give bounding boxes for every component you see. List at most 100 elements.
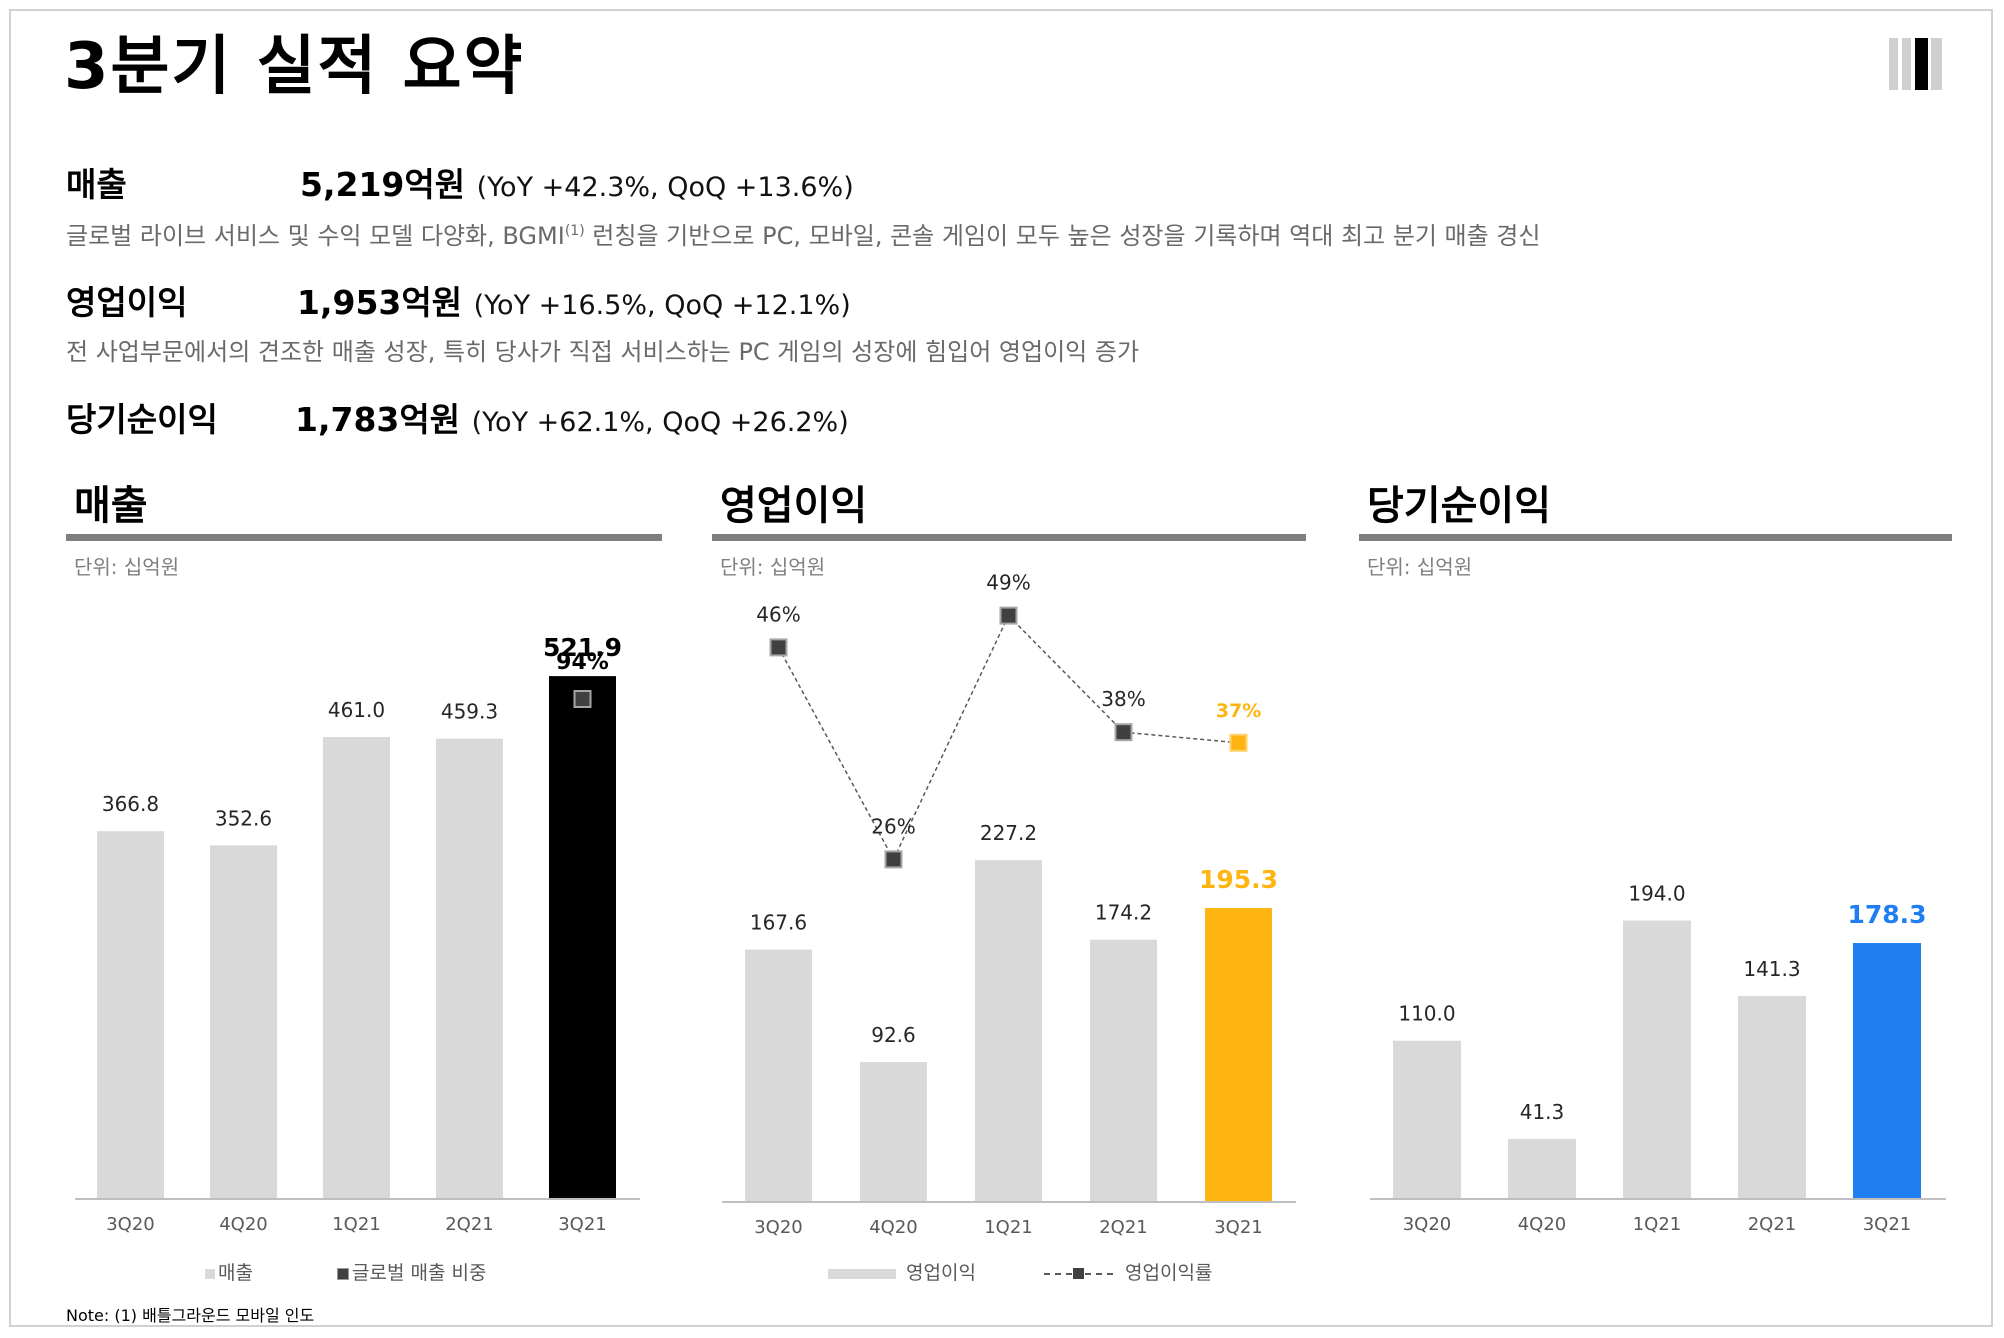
revenue-value: 5,219억원 (YoY +42.3%, QoQ +13.6%) — [300, 158, 854, 206]
legend-line-icon — [1085, 1272, 1113, 1275]
net-income-bar-3q20 — [1393, 1040, 1461, 1198]
revenue-bar-2q21 — [436, 738, 503, 1198]
op-margin-line-segment — [777, 647, 895, 860]
op-profit-tick-label: 3Q20 — [754, 1217, 803, 1238]
op-profit-bar-2q21 — [1090, 939, 1157, 1201]
revenue-bar-1q21 — [323, 737, 390, 1198]
revenue-tick-label: 3Q20 — [106, 1214, 155, 1235]
legend-label: 매출 — [218, 1262, 253, 1284]
net-income-tick-label: 1Q21 — [1633, 1214, 1682, 1235]
op-profit-value-label: 195.3 — [1199, 865, 1278, 894]
op-profit-unit: 단위: 십억원 — [720, 555, 826, 579]
op-profit-legend-bar: 영업이익 — [828, 1258, 976, 1285]
revenue-legend-bar: 매출 — [205, 1258, 253, 1285]
op-margin-label: 26% — [871, 814, 915, 838]
legend-marker-icon — [1073, 1268, 1084, 1279]
op-margin-marker-4q20 — [884, 850, 903, 869]
op-profit-bar-3q20 — [745, 949, 812, 1201]
net-income-value-label: 41.3 — [1520, 1100, 1565, 1124]
revenue-desc-text-rest: 런칭을 기반으로 PC, 모바일, 콘솔 게임이 모두 높은 성장을 기록하며 … — [584, 222, 1541, 250]
op-margin-marker-2q21 — [1114, 723, 1133, 742]
revenue-bar-3q20 — [97, 831, 164, 1198]
revenue-bar-4q20 — [210, 845, 277, 1198]
net-income-value-label: 178.3 — [1847, 900, 1926, 929]
revenue-panel-rule — [66, 534, 662, 541]
op-margin-label: 46% — [756, 602, 800, 626]
global-share-label: 94% — [556, 650, 609, 675]
op-profit-value-label: 167.6 — [750, 911, 807, 935]
op-margin-marker-3q21 — [1229, 733, 1248, 752]
revenue-tick-label: 4Q20 — [219, 1214, 268, 1235]
revenue-amount: 5,219억원 — [300, 165, 466, 204]
revenue-unit: 단위: 십억원 — [74, 555, 180, 579]
revenue-value-label: 366.8 — [102, 792, 159, 816]
revenue-panel-title: 매출 — [74, 483, 148, 529]
legend-line-icon — [1044, 1272, 1072, 1275]
revenue-value-label: 461.0 — [328, 698, 385, 722]
revenue-desc-text: 글로벌 라이브 서비스 및 수익 모델 다양화, BGMI — [66, 222, 565, 250]
op-profit-value-label: 92.6 — [871, 1023, 916, 1047]
footnote-ref: (1) — [564, 223, 585, 239]
net-income-value-label: 110.0 — [1398, 1002, 1455, 1026]
revenue-tick-label: 2Q21 — [445, 1214, 494, 1235]
op-margin-marker-1q21 — [999, 606, 1018, 625]
op-profit-bar-3q21 — [1205, 908, 1272, 1201]
net-income-tick-label: 3Q20 — [1403, 1214, 1452, 1235]
op-margin-label: 49% — [986, 571, 1030, 595]
legend-label: 영업이익률 — [1125, 1262, 1213, 1284]
op-margin-line-segment — [1007, 615, 1125, 733]
net-income-panel-rule — [1359, 534, 1952, 541]
revenue-tick-label: 1Q21 — [332, 1214, 381, 1235]
brand-logo-icon — [1889, 38, 1955, 90]
footnote: Note: (1) 배틀그라운드 모바일 인도 — [66, 1306, 315, 1325]
op-profit-label: 영업이익 — [66, 283, 188, 322]
op-margin-line-segment — [892, 615, 1010, 860]
global-share-marker — [573, 690, 592, 708]
op-margin-label: 38% — [1101, 687, 1145, 711]
legend-label: 영업이익 — [906, 1262, 976, 1284]
revenue-value-label: 521.9 — [543, 633, 622, 662]
net-income-amount: 1,783억원 — [295, 400, 461, 439]
op-profit-description: 전 사업부문에서의 견조한 매출 성장, 특히 당사가 직접 서비스하는 PC … — [66, 338, 1140, 366]
op-profit-bar-1q21 — [975, 860, 1042, 1201]
net-income-tick-label: 4Q20 — [1518, 1214, 1567, 1235]
net-income-panel-title: 당기순이익 — [1367, 483, 1551, 529]
revenue-value-label: 459.3 — [441, 700, 498, 724]
net-income-value-label: 141.3 — [1743, 957, 1800, 981]
legend-swatch-icon — [205, 1268, 215, 1279]
op-profit-amount: 1,953억원 — [297, 283, 463, 322]
revenue-delta: (YoY +42.3%, QoQ +13.6%) — [476, 172, 854, 203]
revenue-label: 매출 — [66, 165, 127, 204]
op-profit-panel-rule — [712, 534, 1306, 541]
legend-swatch-icon — [828, 1268, 896, 1279]
op-margin-marker-3q20 — [769, 638, 788, 657]
revenue-bar-3q21 — [549, 676, 616, 1198]
op-margin-line-segment — [1123, 731, 1239, 744]
revenue-value-label: 352.6 — [215, 806, 272, 830]
op-margin-label: 37% — [1216, 700, 1261, 722]
net-income-label: 당기순이익 — [66, 400, 218, 439]
op-profit-tick-label: 2Q21 — [1099, 1217, 1148, 1238]
net-income-bar-3q21 — [1853, 943, 1921, 1198]
op-profit-bar-4q20 — [860, 1062, 927, 1201]
page-title: 3분기 실적 요약 — [64, 30, 525, 104]
revenue-description: 글로벌 라이브 서비스 및 수익 모델 다양화, BGMI(1) 런칭을 기반으… — [66, 216, 1540, 251]
op-profit-value-label: 227.2 — [980, 821, 1037, 845]
op-profit-tick-label: 3Q21 — [1214, 1217, 1263, 1238]
net-income-bar-4q20 — [1508, 1138, 1576, 1198]
net-income-tick-label: 3Q21 — [1863, 1214, 1912, 1235]
net-income-bar-2q21 — [1738, 995, 1806, 1198]
op-profit-value-label: 174.2 — [1095, 901, 1152, 925]
net-income-bar-1q21 — [1623, 920, 1691, 1198]
legend-label: 글로벌 매출 비중 — [352, 1262, 487, 1284]
net-income-delta: (YoY +62.1%, QoQ +26.2%) — [471, 407, 849, 438]
op-profit-legend-line: 영업이익률 — [1044, 1258, 1212, 1285]
op-profit-delta: (YoY +16.5%, QoQ +12.1%) — [473, 290, 851, 321]
op-profit-tick-label: 4Q20 — [869, 1217, 918, 1238]
op-profit-tick-label: 1Q21 — [984, 1217, 1033, 1238]
net-income-tick-label: 2Q21 — [1748, 1214, 1797, 1235]
net-income-value-label: 194.0 — [1628, 882, 1685, 906]
